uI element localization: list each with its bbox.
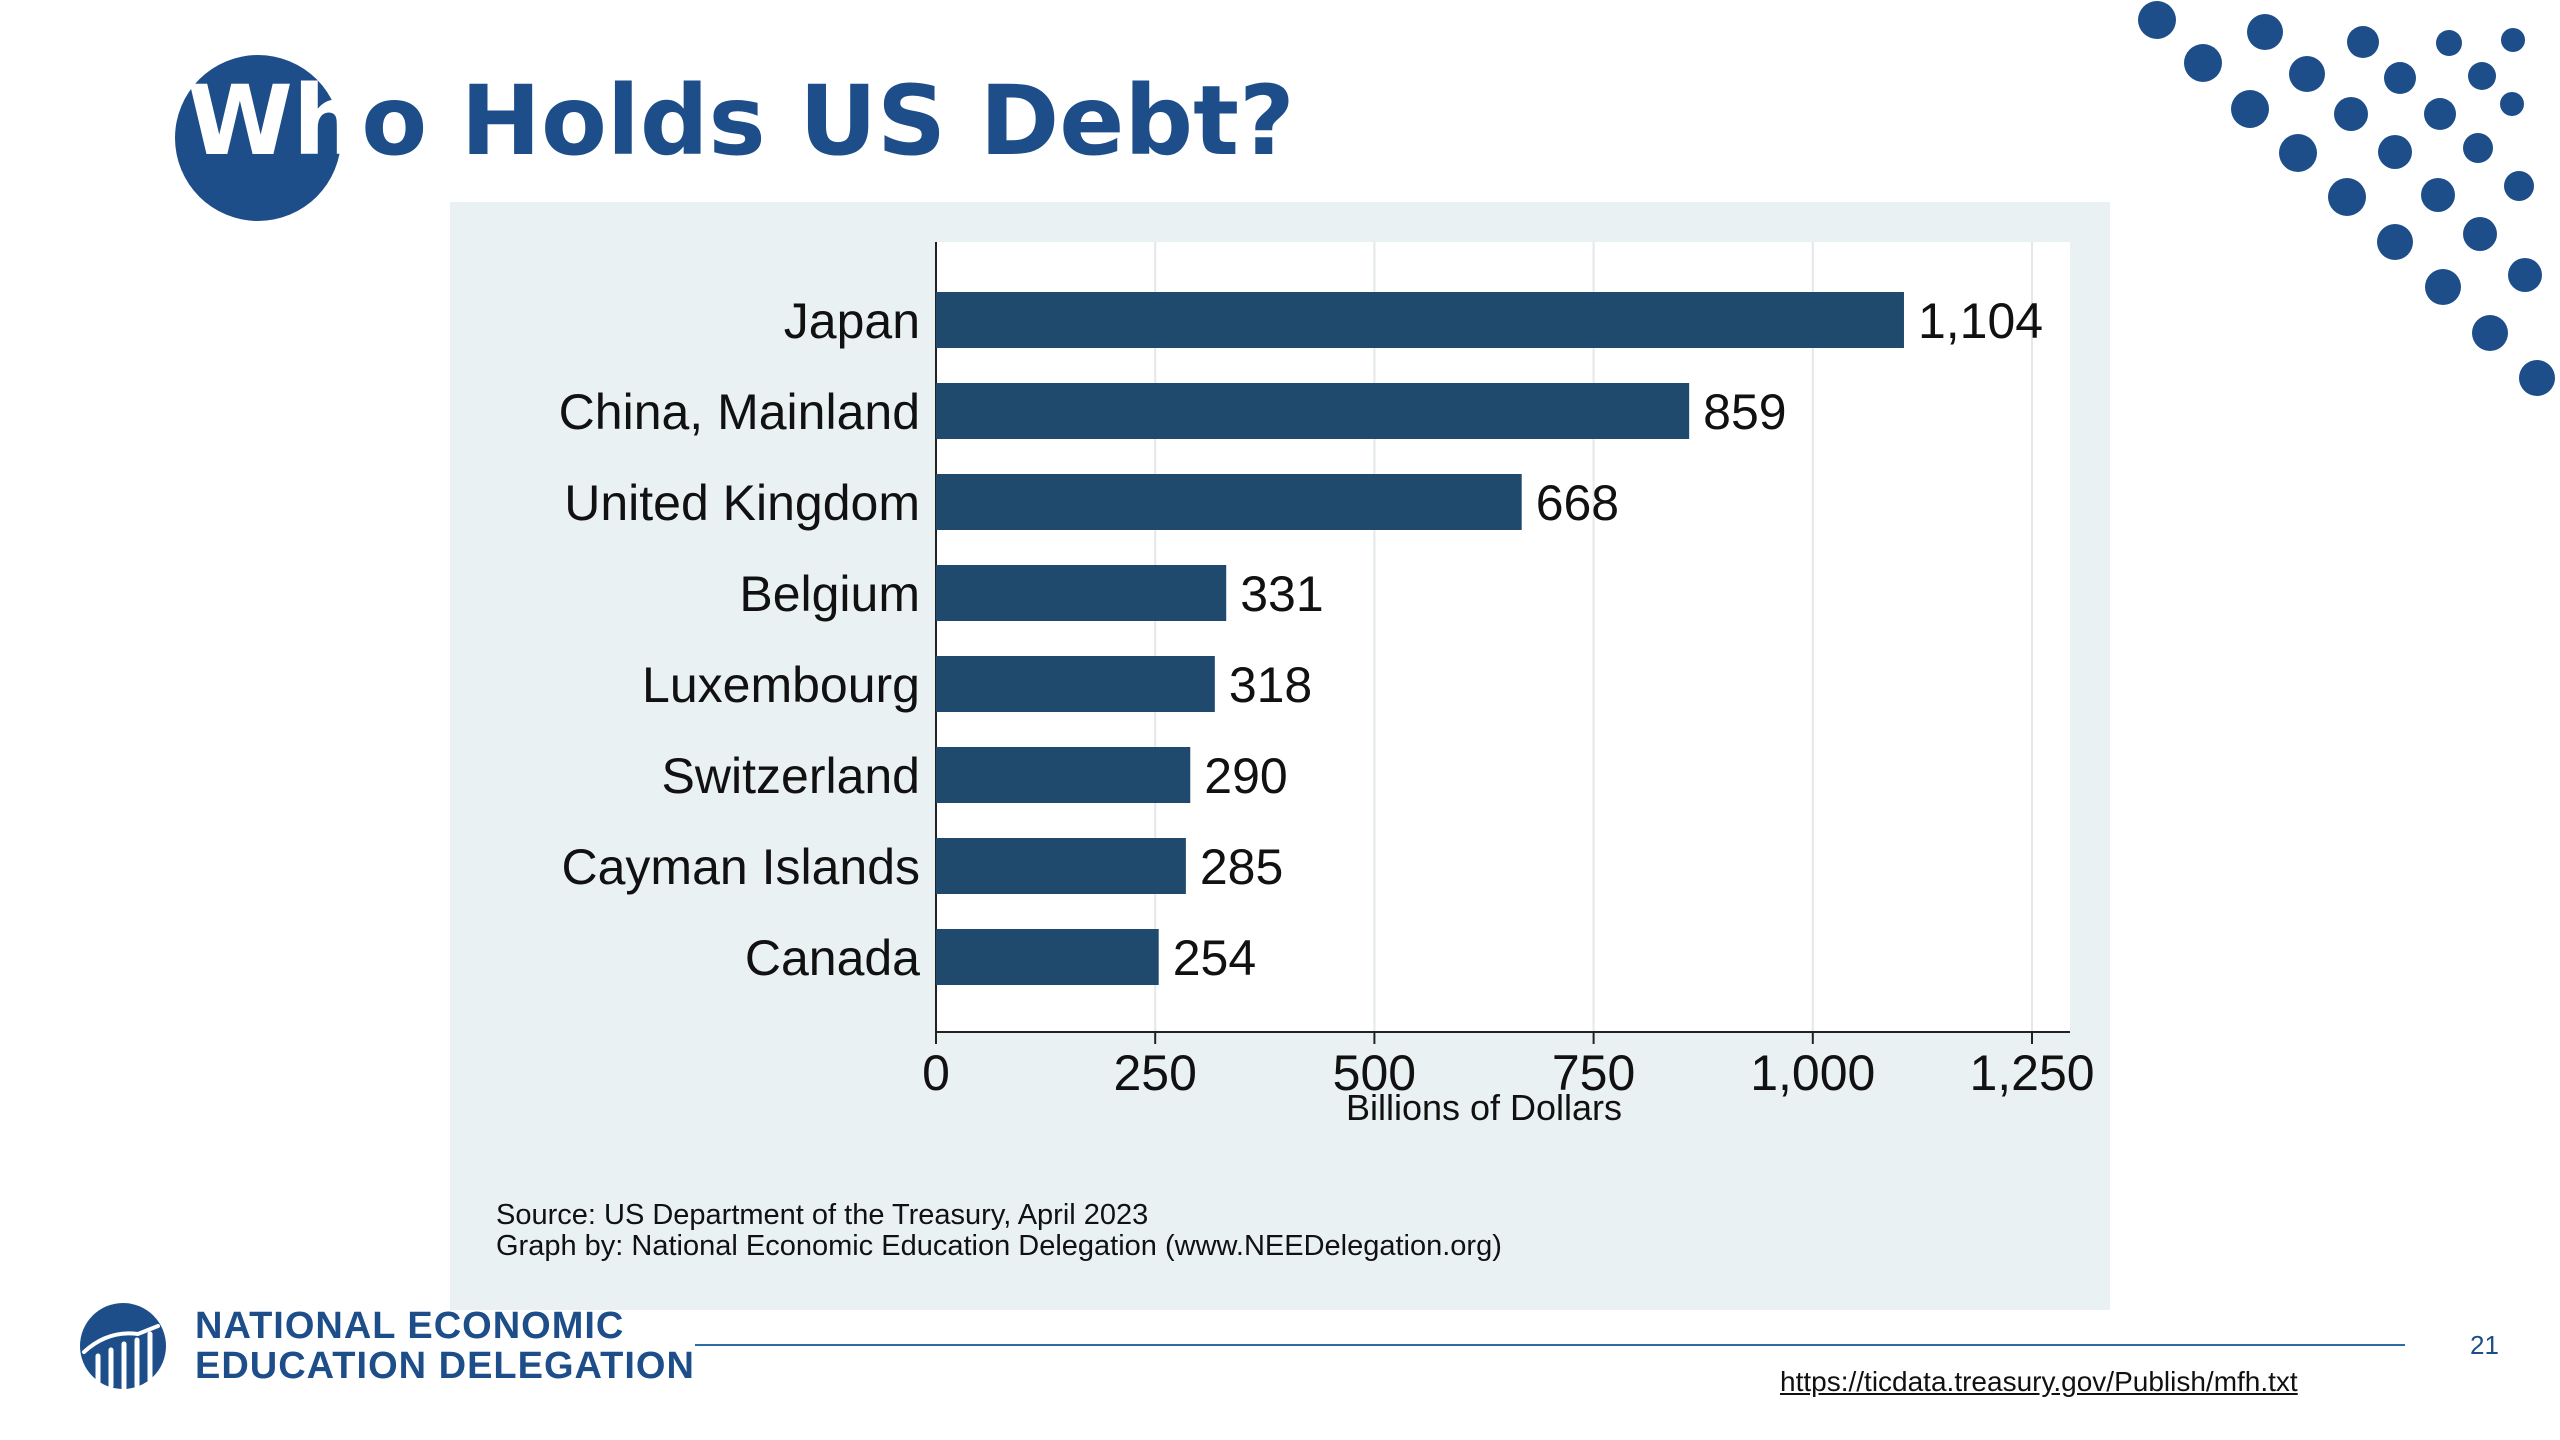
plot-area — [936, 242, 2070, 1032]
bar-chart: 0 250 500 750 1,000 1,250 Japan 1,104 China, Mai… — [559, 242, 2095, 1128]
source-url-link[interactable]: https://ticdata.treasury.gov/Publish/mfh… — [1780, 1366, 2298, 1397]
source-line: Source: US Department of the Treasury, A… — [496, 1199, 1149, 1231]
x-tick-label: 250 — [1113, 1045, 1196, 1101]
bar — [936, 656, 1215, 712]
x-tick-label: 1,000 — [1750, 1045, 1875, 1101]
bar — [936, 474, 1522, 530]
title-text-highlight: Wh — [187, 65, 362, 177]
x-tick-label: 750 — [1552, 1045, 1635, 1101]
category-label: Canada — [745, 930, 920, 986]
title-text: Who Holds US Debt? — [187, 73, 1295, 169]
x-tick-label: 0 — [922, 1045, 950, 1101]
bar — [936, 929, 1159, 985]
data-label: 668 — [1536, 475, 1619, 531]
title-text-rest: o Holds US Debt? — [361, 65, 1295, 177]
category-label: United Kingdom — [564, 475, 920, 531]
category-label: Cayman Islands — [562, 839, 921, 895]
category-label: China, Mainland — [559, 384, 920, 440]
data-label: 290 — [1204, 748, 1287, 804]
bar — [936, 838, 1186, 894]
title-circle-accent — [175, 55, 341, 221]
chart-panel: 0 250 500 750 1,000 1,250 Japan 1,104 China, Mai… — [450, 202, 2110, 1310]
x-axis-title: Billions of Dollars — [1346, 1087, 1622, 1128]
bar — [936, 565, 1227, 621]
organization-line-2: EDUCATION DELEGATION — [195, 1345, 695, 1387]
organization-line-1: NATIONAL ECONOMIC — [195, 1305, 625, 1347]
x-tick-label: 500 — [1333, 1045, 1416, 1101]
x-tick-label: 1,250 — [1969, 1045, 2094, 1101]
bar — [936, 292, 1904, 348]
organization-name: NATIONAL ECONOMIC EDUCATION DELEGATION — [195, 1306, 695, 1386]
data-label: 318 — [1229, 657, 1312, 713]
data-label: 1,104 — [1918, 293, 2043, 349]
footer-divider — [695, 1344, 2405, 1346]
category-label: Belgium — [739, 566, 920, 622]
data-label: 285 — [1200, 839, 1283, 895]
bar — [936, 383, 1690, 439]
data-label: 859 — [1703, 384, 1786, 440]
bar — [936, 747, 1191, 803]
category-label: Switzerland — [662, 748, 920, 804]
category-label: Luxembourg — [642, 657, 920, 713]
graph-by-line: Graph by: National Economic Education De… — [496, 1230, 1502, 1262]
category-label: Japan — [784, 293, 920, 349]
ned-logo-icon — [80, 1303, 166, 1391]
data-label: 254 — [1173, 930, 1256, 986]
page-number: 21 — [2470, 1330, 2499, 1360]
data-label: 331 — [1240, 566, 1323, 622]
chart-source-note: Source: US Department of the Treasury, A… — [496, 1200, 1502, 1262]
